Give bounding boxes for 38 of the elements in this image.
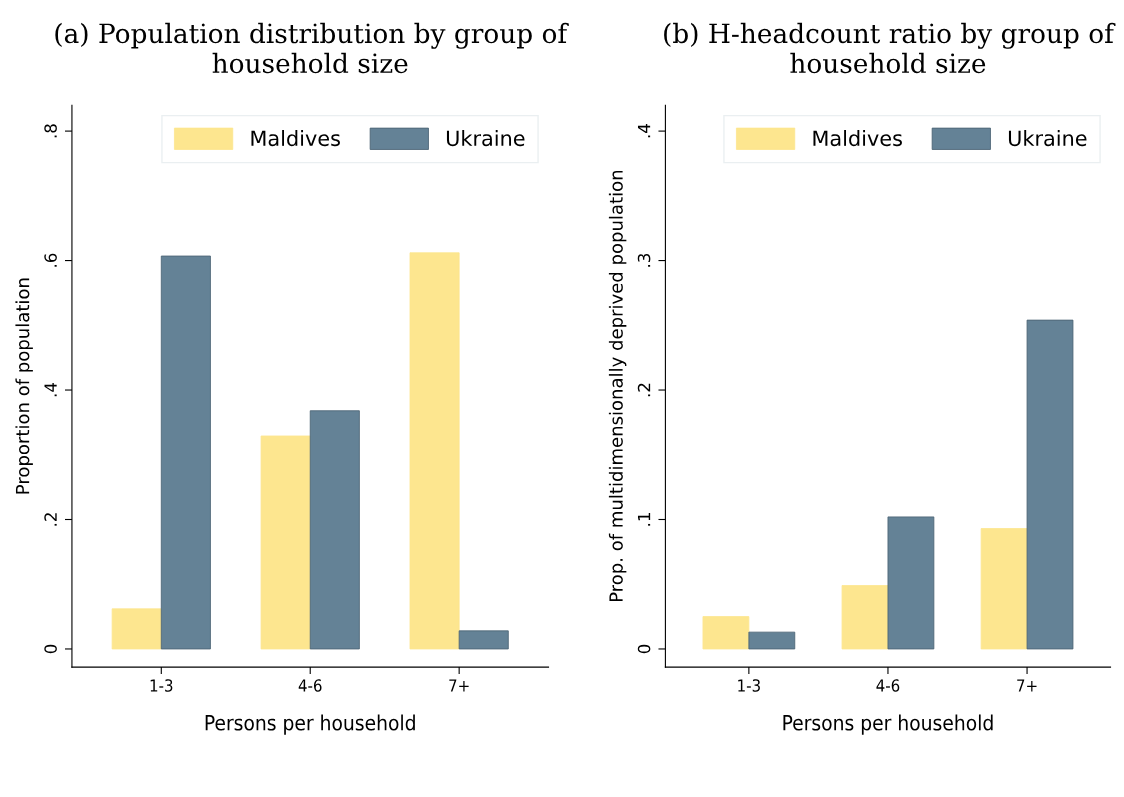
- x-tick-label: 1-3: [738, 679, 760, 692]
- chart-title: (a) Population distribution by group of household size: [55, 22, 569, 74]
- x-tick-label: 4-6: [298, 679, 322, 692]
- bar: [702, 616, 750, 650]
- x-tick-label: 7+: [449, 679, 469, 692]
- bar: [260, 435, 311, 650]
- bar: [887, 516, 935, 650]
- x-tick-label: 4-6: [876, 679, 900, 692]
- y-tick-label: 0: [44, 644, 57, 654]
- bar: [458, 630, 509, 650]
- y-tick-label: 0: [637, 644, 651, 654]
- y-axis-title: Proportion of population: [15, 278, 33, 494]
- bar: [748, 631, 796, 650]
- legend-label: Maldives: [251, 130, 340, 147]
- x-axis-title: Persons per household: [783, 714, 993, 735]
- bar: [111, 608, 162, 650]
- y-tick-label: .8: [44, 124, 57, 138]
- legend-label: Ukraine: [1008, 130, 1087, 147]
- bar: [980, 528, 1028, 650]
- y-axis-title: Prop. of multidimensionally deprived population: [608, 170, 627, 602]
- y-tick-label: .2: [44, 513, 57, 526]
- bar: [309, 410, 360, 650]
- y-tick-label: .4: [637, 124, 651, 138]
- y-tick-label: .6: [44, 253, 57, 267]
- bar: [409, 252, 460, 650]
- y-tick-label: .4: [44, 383, 57, 397]
- bar: [160, 255, 211, 650]
- y-tick-label: .2: [637, 383, 651, 397]
- y-tick-label: .1: [637, 513, 651, 526]
- x-tick-label: 7+: [1017, 679, 1037, 692]
- legend-label: Maldives: [813, 130, 902, 147]
- bar: [1026, 319, 1074, 650]
- x-tick-label: 1-3: [150, 679, 173, 692]
- bar: [841, 585, 889, 650]
- chart-title: (b) H-headcount ratio by group of household size: [664, 22, 1116, 74]
- legend-label: Ukraine: [446, 130, 525, 147]
- y-tick-label: .3: [637, 253, 651, 267]
- x-axis-title: Persons per household: [205, 714, 415, 735]
